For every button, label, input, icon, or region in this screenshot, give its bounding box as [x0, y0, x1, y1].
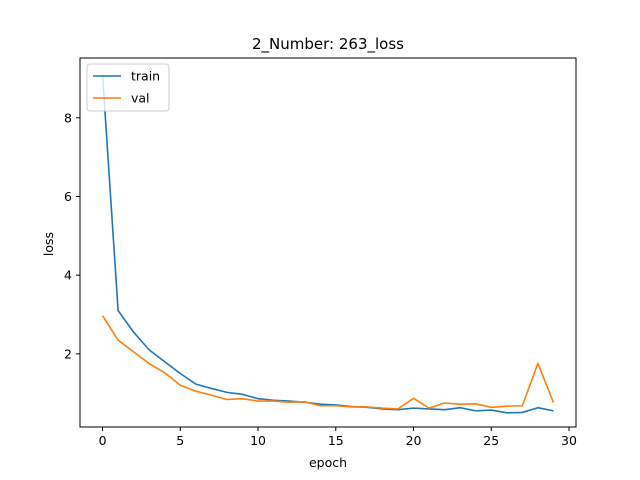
y-tick-label: 6 [64, 189, 72, 204]
x-axis-ticks: 0 5 10 15 20 25 30 [99, 427, 577, 448]
x-axis-label: epoch [309, 455, 347, 470]
y-tick-label: 2 [64, 346, 72, 361]
x-tick-label: 25 [483, 433, 499, 448]
plot-area [79, 57, 577, 428]
y-axis-label: loss [41, 232, 56, 256]
legend: train val [86, 63, 170, 112]
plot-frame [79, 57, 577, 428]
series-line-train [101, 74, 554, 414]
legend-label-train: train [131, 69, 160, 84]
x-tick-label: 20 [406, 433, 422, 448]
y-tick-label: 8 [64, 110, 72, 125]
y-tick-label: 4 [64, 268, 72, 283]
x-tick-label: 10 [250, 433, 266, 448]
x-tick-label: 0 [99, 433, 107, 448]
x-tick-label: 30 [561, 433, 577, 448]
x-tick-label: 5 [176, 433, 184, 448]
y-axis-ticks: 2 4 6 8 [64, 110, 80, 361]
series-line-val [101, 315, 555, 410]
x-tick-label: 15 [328, 433, 344, 448]
series-layer [101, 74, 555, 414]
chart-title: 2_Number: 263_loss [252, 35, 404, 54]
legend-label-val: val [131, 91, 150, 106]
